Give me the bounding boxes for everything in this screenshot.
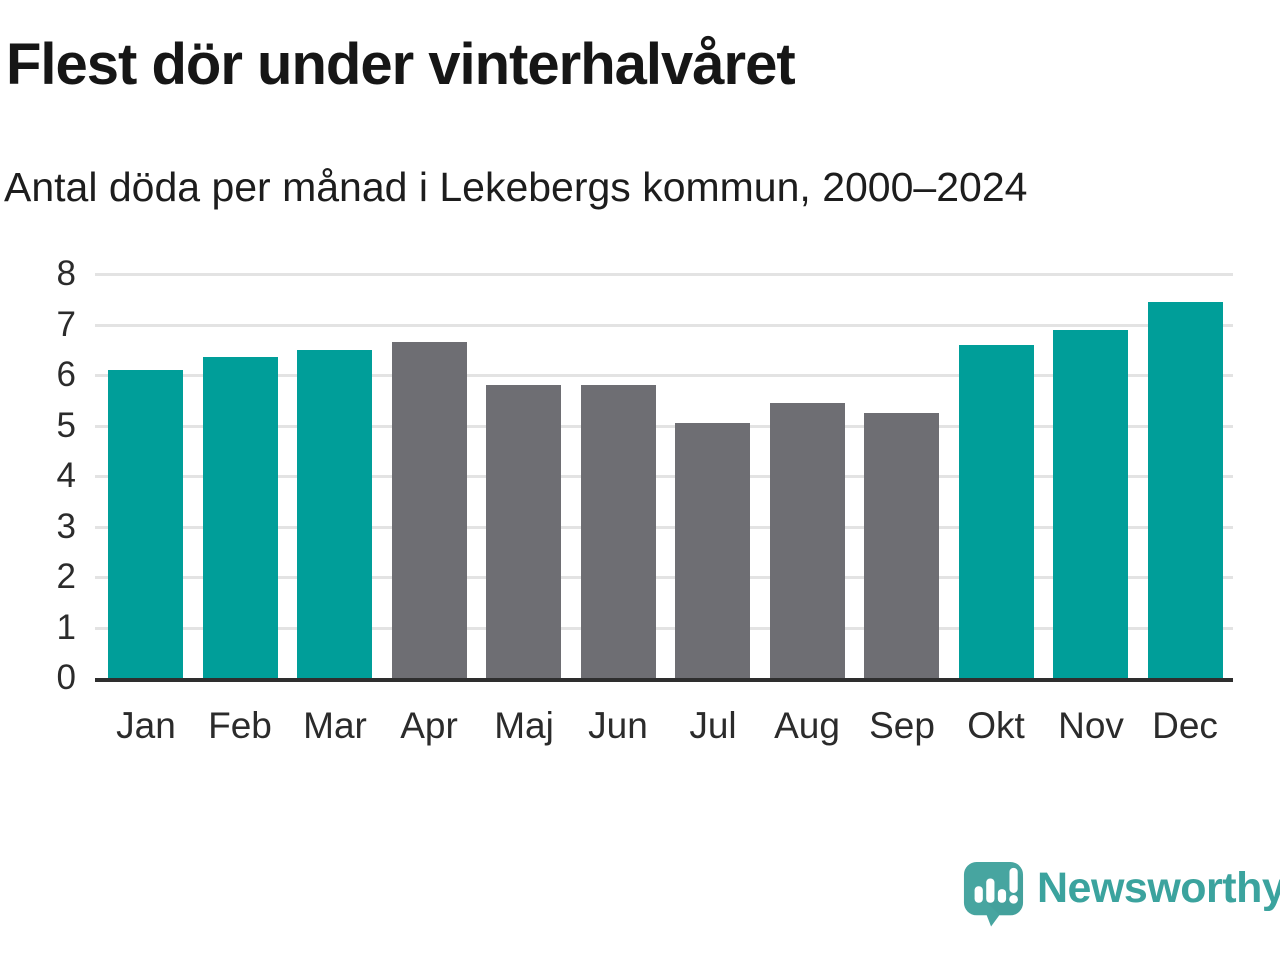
y-tick-label: 8 — [56, 254, 76, 293]
x-tick-label: Maj — [494, 705, 554, 746]
logo-exclamation-bar — [1009, 867, 1018, 894]
logo-bar-3 — [997, 889, 1007, 903]
bar-dec — [1148, 302, 1223, 678]
gridline — [95, 475, 1233, 478]
newsworthy-bubble-icon — [963, 862, 1024, 927]
bar-jul — [675, 423, 750, 678]
x-tick-label: Jul — [689, 705, 737, 746]
x-axis: Jan Feb Mar Apr Maj Jun Jul Aug Sep Okt Nov Dec — [95, 702, 1233, 754]
x-tick-label: Okt — [967, 705, 1025, 746]
x-tick-label: Jan — [116, 705, 176, 746]
bar-jun — [581, 385, 656, 678]
gridline — [95, 374, 1233, 377]
x-tick-label: Aug — [774, 705, 840, 746]
gridline — [95, 425, 1233, 428]
chart-subtitle: Antal döda per månad i Lekebergs kommun,… — [4, 164, 1028, 210]
gridline — [95, 273, 1233, 276]
newsworthy-logo: Newsworthy — [962, 860, 1280, 927]
bar-nov — [1053, 330, 1128, 678]
logo-bar-2 — [986, 878, 995, 903]
bar-feb — [203, 357, 278, 678]
bar-aug — [770, 403, 845, 678]
y-tick-label: 4 — [56, 456, 76, 495]
brand-name: Newsworthy — [1037, 864, 1280, 912]
x-tick-label: Jun — [588, 705, 648, 746]
y-tick-label: 2 — [56, 557, 76, 596]
gridline — [95, 627, 1233, 630]
y-tick-label: 3 — [56, 507, 76, 546]
gridline — [95, 324, 1233, 327]
y-tick-label: 5 — [56, 406, 76, 445]
x-tick-label: Feb — [208, 705, 272, 746]
gridline — [95, 576, 1233, 579]
logo-exclamation-dot — [1009, 894, 1018, 904]
plot-area — [95, 273, 1233, 678]
x-tick-label: Dec — [1152, 705, 1218, 746]
x-tick-label: Mar — [303, 705, 367, 746]
x-tick-label: Nov — [1058, 705, 1124, 746]
logo-bar-1 — [974, 886, 983, 903]
y-tick-label: 7 — [56, 305, 76, 344]
x-axis-line — [95, 678, 1233, 682]
bar-mar — [297, 350, 372, 678]
bar-sep — [864, 413, 939, 678]
x-tick-label: Sep — [869, 705, 935, 746]
bar-maj — [486, 385, 561, 678]
y-tick-label: 0 — [56, 658, 76, 697]
x-tick-label: Apr — [400, 705, 458, 746]
bar-jan — [108, 370, 183, 678]
bar-okt — [959, 345, 1034, 678]
gridline — [95, 526, 1233, 529]
y-tick-label: 1 — [56, 608, 76, 647]
bubble-shade — [987, 871, 1024, 916]
y-axis: 0 1 2 3 4 5 6 7 8 — [0, 254, 76, 697]
bar-apr — [392, 342, 467, 678]
chart-title: Flest dör under vinterhalvåret — [6, 32, 796, 97]
y-tick-label: 6 — [56, 355, 76, 394]
